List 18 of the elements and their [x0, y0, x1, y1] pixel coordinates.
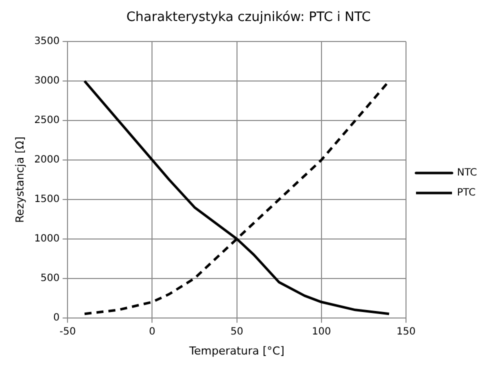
y-tick-label: 3000	[34, 76, 60, 87]
x-tick-label: -50	[59, 326, 76, 338]
legend-label: PTC	[457, 188, 476, 199]
y-tick-label: 1000	[34, 233, 60, 244]
x-tick-label: 50	[230, 326, 244, 338]
y-tick-label: 2000	[34, 154, 60, 166]
x-tick-label: 100	[312, 326, 331, 338]
y-tick-label: 500	[40, 272, 60, 284]
x-tick-label: 0	[149, 326, 156, 338]
y-axis-title: Rezystancja [Ω]	[13, 136, 26, 223]
y-tick-label: 0	[53, 312, 60, 324]
y-tick-label: 2500	[34, 115, 60, 126]
legend-label: NTC	[457, 168, 478, 179]
y-tick-label: 1500	[34, 194, 60, 206]
chart-title: Charakterystyka czujników: PTC i NTC	[126, 10, 371, 26]
x-tick-label: 150	[396, 326, 416, 338]
y-tick-label: 3500	[34, 36, 60, 48]
x-axis-title: Temperatura [°C]	[188, 344, 284, 358]
